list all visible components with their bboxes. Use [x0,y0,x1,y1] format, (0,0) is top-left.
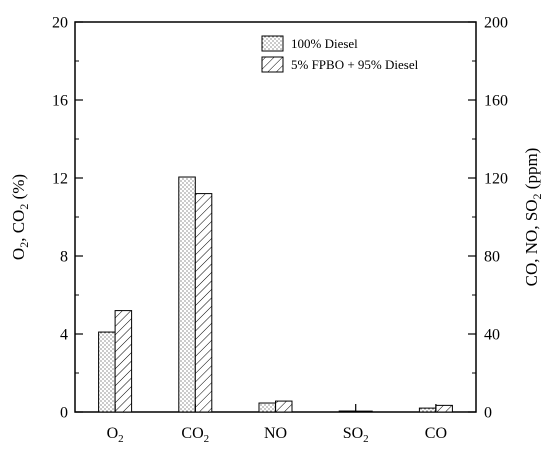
bar-diesel [418,407,437,413]
legend-label: 100% Diesel [291,36,358,51]
left-tick-label: 16 [52,93,68,110]
bar-fpbo-blend [114,310,133,413]
bar-diesel [338,410,357,413]
x-category-label: O2 [107,425,124,445]
right-tick-label: 200 [484,15,508,32]
x-category-label: NO [264,425,287,442]
bar-fpbo-blend [275,400,293,413]
bar-diesel [98,331,116,413]
bar-fpbo-blend [194,193,213,413]
left-tick-label: 8 [60,249,68,266]
x-axis: O2 CO2 NO SO2 CO [107,404,447,445]
right-tick-label: 120 [484,171,508,188]
right-tick-label: 40 [484,327,500,344]
right-tick-label: 0 [484,405,492,422]
bar-fpbo-blend [435,404,453,413]
x-category-label: SO2 [343,425,369,445]
right-tick-label: 160 [484,93,508,110]
bars-group [98,176,453,413]
plot-area [74,21,477,413]
legend: 100% Diesel 5% FPBO + 95% Diesel [261,35,419,73]
left-tick-label: 12 [52,171,68,188]
legend-label: 5% FPBO + 95% Diesel [291,57,419,72]
right-y-axis-title: CO, NO, SO2 (ppm) [522,148,544,287]
bar-diesel [258,402,276,413]
left-tick-label: 20 [52,15,68,32]
left-tick-label: 0 [60,405,68,422]
legend-swatch [261,56,284,73]
bar-diesel [178,176,196,413]
bar-fpbo-blend [355,410,373,413]
x-category-label: CO [425,425,447,442]
left-tick-label: 4 [60,327,68,344]
left-y-axis: 0 4 8 12 16 20 [52,15,83,422]
right-y-axis: 0 40 80 120 160 200 [468,15,508,422]
left-y-axis-title: O2, CO2 (%) [9,174,31,260]
x-category-label: CO2 [181,425,209,445]
legend-swatch [261,35,284,52]
right-tick-label: 80 [484,249,500,266]
